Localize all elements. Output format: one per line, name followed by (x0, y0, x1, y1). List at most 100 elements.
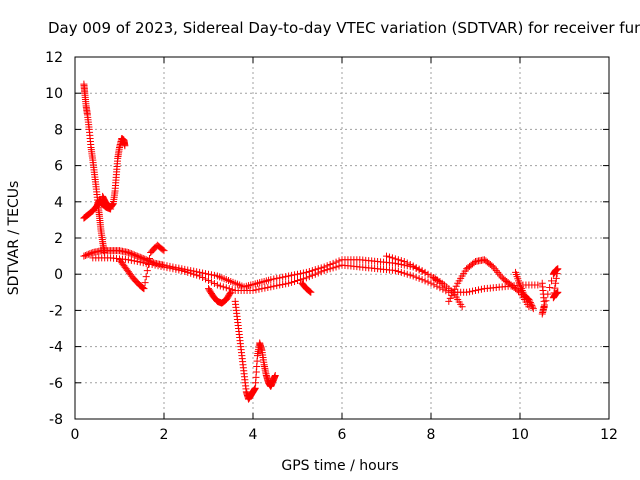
data-point (403, 259, 411, 267)
series-isolated (538, 265, 562, 318)
data-point (258, 285, 266, 293)
data-point (552, 279, 560, 287)
data-point (394, 267, 402, 275)
data-point (294, 270, 301, 278)
data-point (546, 283, 554, 291)
data-point (517, 283, 525, 291)
data-point (181, 267, 189, 275)
data-point (415, 274, 423, 282)
data-point (126, 249, 134, 257)
data-point (285, 272, 293, 280)
data-point (446, 294, 454, 302)
data-point (288, 271, 296, 279)
data-point (469, 287, 477, 295)
series-dip-4 (231, 297, 279, 403)
data-point (219, 283, 227, 291)
data-point (415, 265, 423, 273)
x-tick-label: 0 (71, 427, 80, 443)
data-point (332, 263, 340, 271)
data-point (294, 277, 301, 285)
data-point (81, 251, 89, 259)
y-tick-label: 4 (54, 195, 63, 211)
data-point (388, 254, 396, 262)
data-point (199, 274, 207, 282)
series-arc-9 (445, 256, 533, 311)
data-point (291, 271, 299, 279)
data-point (326, 265, 334, 273)
data-point (146, 255, 154, 263)
y-axis-label: SDTVAR / TECUs (6, 181, 22, 296)
data-point (210, 271, 218, 279)
data-point (227, 288, 235, 296)
data-point (178, 267, 186, 275)
data-point (222, 284, 230, 292)
data-point (267, 276, 275, 284)
series-right-spikes (512, 268, 537, 313)
data-point (317, 268, 325, 276)
data-point (495, 270, 503, 278)
data-point (544, 290, 552, 298)
y-tick-label: -8 (49, 412, 63, 428)
data-point (391, 267, 399, 275)
data-point (525, 296, 533, 304)
data-point (418, 267, 426, 275)
data-point (80, 252, 88, 260)
x-tick-label: 10 (511, 427, 529, 443)
data-point (264, 283, 272, 291)
data-point (445, 297, 453, 305)
series-arc-3 (80, 196, 115, 222)
data-point (391, 255, 399, 263)
data-point (151, 261, 159, 269)
data-point (86, 250, 94, 258)
series-hook-1.5 (116, 241, 168, 293)
data-point (141, 279, 149, 287)
data-point (526, 299, 534, 307)
data-point (436, 284, 444, 292)
data-point (160, 247, 168, 255)
data-point (554, 288, 562, 296)
data-point (139, 284, 147, 292)
x-tick-label: 6 (338, 427, 347, 443)
data-point (184, 268, 192, 276)
data-point (470, 259, 478, 267)
data-point (409, 262, 417, 270)
data-point (394, 256, 402, 264)
data-point (279, 280, 287, 288)
data-point (276, 274, 284, 282)
data-point (474, 286, 482, 294)
data-point (83, 251, 91, 259)
data-point (160, 263, 168, 271)
data-point (187, 269, 195, 277)
data-point (87, 249, 95, 257)
data-point (207, 278, 215, 286)
data-point (270, 275, 278, 283)
data-point (302, 274, 310, 282)
data-point (397, 268, 405, 276)
y-tick-label: -6 (49, 376, 63, 392)
data-point (132, 251, 140, 259)
y-tick-label: 0 (54, 267, 63, 283)
data-point (385, 253, 393, 261)
data-point (307, 288, 315, 296)
data-point (433, 282, 441, 290)
data-point (190, 270, 198, 278)
data-point (159, 246, 167, 254)
data-point (472, 286, 479, 294)
data-point (216, 282, 224, 290)
series-tail-10 (383, 252, 466, 311)
data-point (252, 286, 260, 294)
data-point (452, 282, 460, 290)
data-point (412, 273, 420, 281)
data-point (213, 281, 221, 289)
y-tick-label: 12 (45, 50, 63, 66)
data-point (430, 274, 438, 282)
data-point (529, 303, 537, 311)
data-point (403, 270, 411, 278)
data-point (527, 300, 535, 308)
data-point (141, 255, 149, 263)
data-point (202, 275, 210, 283)
data-point (205, 270, 212, 278)
data-point (424, 278, 432, 286)
data-point (534, 281, 542, 289)
data-point (406, 261, 414, 269)
